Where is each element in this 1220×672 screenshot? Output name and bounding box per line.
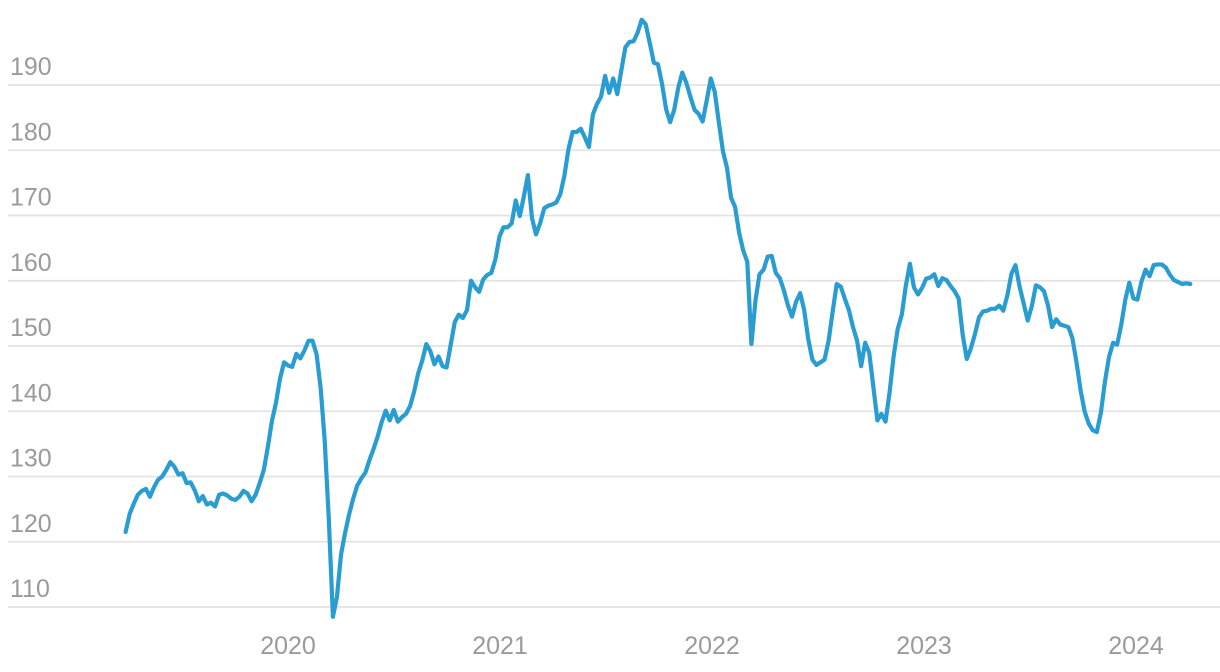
x-axis-label: 2021 xyxy=(472,632,528,660)
y-axis-label: 110 xyxy=(10,575,50,603)
x-axis-label: 2022 xyxy=(684,632,740,660)
x-axis-label: 2020 xyxy=(260,632,316,660)
y-axis-labels: 110 120 130 140 150 160 170 180 190 xyxy=(10,53,52,603)
y-axis-label: 160 xyxy=(10,249,52,277)
y-axis-label: 120 xyxy=(10,510,52,538)
y-axis-label: 170 xyxy=(10,184,52,212)
y-axis-label: 180 xyxy=(10,118,52,146)
x-axis-label: 2024 xyxy=(1108,632,1164,660)
gridlines xyxy=(8,84,1220,608)
x-axis-labels: 2020 2021 2022 2023 2024 xyxy=(260,632,1164,660)
price-line-series xyxy=(123,17,1193,619)
y-axis-label: 130 xyxy=(10,445,52,473)
y-axis-label: 190 xyxy=(10,53,52,81)
y-axis-label: 140 xyxy=(10,379,52,407)
x-axis-label: 2023 xyxy=(896,632,952,660)
y-axis-label: 150 xyxy=(10,314,52,342)
